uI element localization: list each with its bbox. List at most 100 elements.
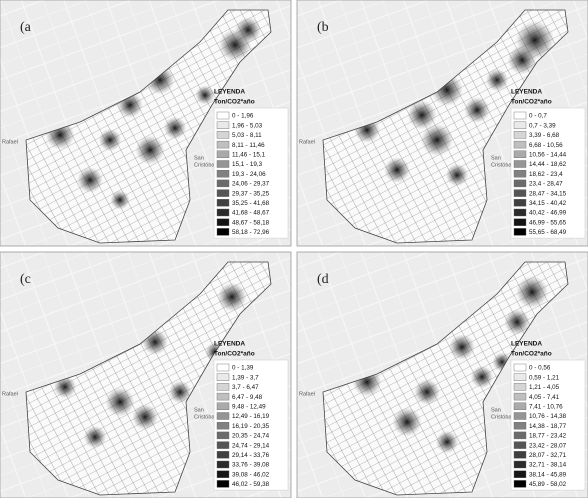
legend-label: 8,11 - 11,46: [232, 142, 265, 149]
heat-spot: [98, 128, 122, 152]
legend-label: 14,38 - 18,77: [529, 423, 567, 430]
legend-swatch: [216, 199, 230, 207]
panel-label: (a: [20, 20, 32, 35]
heat-spot: [53, 375, 77, 399]
legend-label: 23,42 - 28,07: [529, 442, 567, 449]
legend-label: 55,65 - 68,49: [529, 229, 567, 236]
legend-swatch: [513, 460, 527, 469]
legend-label: 10,56 - 14,44: [529, 151, 567, 158]
legend-label: 28,07 - 32,71: [529, 452, 567, 459]
legend-swatch: [216, 412, 230, 420]
legend-swatch: [513, 131, 527, 139]
heat-spot: [407, 100, 437, 130]
legend-swatch: [216, 421, 230, 430]
legend-swatch: [513, 150, 527, 159]
legend-swatch: [513, 208, 527, 217]
legend-swatch: [513, 383, 527, 391]
legend-label: 0,7 - 3,39: [529, 122, 556, 129]
legend-title: LEYENDA: [214, 89, 245, 96]
heat-spot: [83, 425, 107, 449]
legend-swatch: [216, 121, 230, 129]
legend-label: 0 - 0,56: [529, 365, 551, 372]
heat-spot: [445, 163, 469, 187]
place-name: Rafael: [2, 391, 18, 397]
legend-label: 12,49 - 16,19: [232, 413, 270, 420]
place-name: San: [194, 155, 204, 161]
place-name: Rafael: [299, 391, 315, 397]
legend-label: 5,03 - 8,11: [232, 132, 262, 139]
legend-label: 0 - 1,39: [232, 365, 254, 372]
heat-spot: [384, 157, 410, 183]
panel-label: (d: [317, 272, 329, 287]
legend-swatch: [513, 402, 527, 411]
legend-swatch: [216, 131, 230, 139]
legend-label: 29,14 - 33,76: [232, 452, 270, 459]
legend-label: 1,39 - 3,7: [232, 374, 259, 381]
legend-label: 34,15 - 40,42: [529, 200, 567, 207]
heat-spot: [507, 45, 537, 75]
legend-label: 35,25 - 41,68: [232, 200, 270, 207]
heat-spot: [504, 309, 530, 335]
legend-swatch: [216, 373, 230, 381]
legend-swatch: [216, 392, 230, 401]
legend-label: 16,19 - 20,35: [232, 423, 270, 430]
heat-spot: [449, 334, 475, 360]
legend-swatch: [513, 470, 527, 478]
legend-unit: Ton/CO2*año: [214, 99, 255, 106]
heat-spot: [421, 124, 453, 156]
legend-swatch: [216, 218, 230, 226]
legend-label: 46,99 - 55,65: [529, 219, 567, 226]
legend-label: 3,7 - 6,47: [232, 384, 259, 391]
legend-label: 18,77 - 23,42: [529, 433, 567, 440]
legend-label: 24,74 - 29,14: [232, 442, 270, 449]
heat-spot: [435, 430, 459, 454]
legend-label: 1,96 - 5,03: [232, 122, 263, 129]
legend-label: 39,08 - 46,02: [232, 471, 270, 478]
legend-swatch: [216, 140, 230, 149]
heat-spot: [464, 97, 490, 123]
legend-label: 33,76 - 39,08: [232, 462, 270, 469]
legend-swatch: [513, 228, 527, 236]
heat-spot: [217, 282, 247, 312]
legend-swatch: [216, 189, 230, 197]
heat-spot: [168, 380, 192, 404]
legend-swatch: [216, 179, 230, 188]
legend-label: 4,05 - 7,41: [529, 394, 560, 401]
legend-swatch: [513, 111, 527, 120]
legend-label: 48,67 - 58,18: [232, 219, 270, 226]
legend-label: 46,02 - 59,38: [232, 481, 270, 488]
legend-unit: Ton/CO2*año: [214, 351, 255, 358]
legend-swatch: [513, 480, 527, 488]
legend-label: 29,37 - 35,25: [232, 190, 270, 197]
legend-swatch: [513, 140, 527, 149]
legend-swatch: [513, 363, 527, 372]
legend-swatch: [513, 431, 527, 440]
place-name: Cristóbal: [194, 162, 216, 168]
legend-swatch: [216, 480, 230, 488]
legend-label: 6,68 - 10,56: [529, 142, 563, 149]
legend-unit: Ton/CO2*año: [511, 351, 552, 358]
legend-label: 0 - 1,96: [232, 113, 254, 120]
place-name: Cristóbal: [194, 414, 216, 420]
legend-swatch: [513, 421, 527, 430]
legend-swatch: [216, 470, 230, 478]
legend-label: 38,14 - 45,89: [529, 471, 567, 478]
legend-title: LEYENDA: [511, 89, 542, 96]
panel-label: (c: [20, 272, 31, 287]
legend-swatch: [513, 373, 527, 381]
heat-spot: [163, 116, 187, 140]
legend-swatch: [216, 111, 230, 120]
legend-title: LEYENDA: [511, 341, 542, 348]
place-name: Cristóbal: [491, 162, 513, 168]
legend-label: 11,46 - 15,1: [232, 151, 266, 158]
legend-swatch: [216, 208, 230, 217]
legend-swatch: [513, 121, 527, 129]
legend-label: 6,47 - 9,48: [232, 394, 263, 401]
legend-swatch: [216, 150, 230, 159]
legend-label: 1,21 - 4,05: [529, 384, 560, 391]
panel-label: (b: [317, 20, 329, 35]
legend-swatch: [513, 392, 527, 401]
heat-spot: [195, 85, 215, 105]
